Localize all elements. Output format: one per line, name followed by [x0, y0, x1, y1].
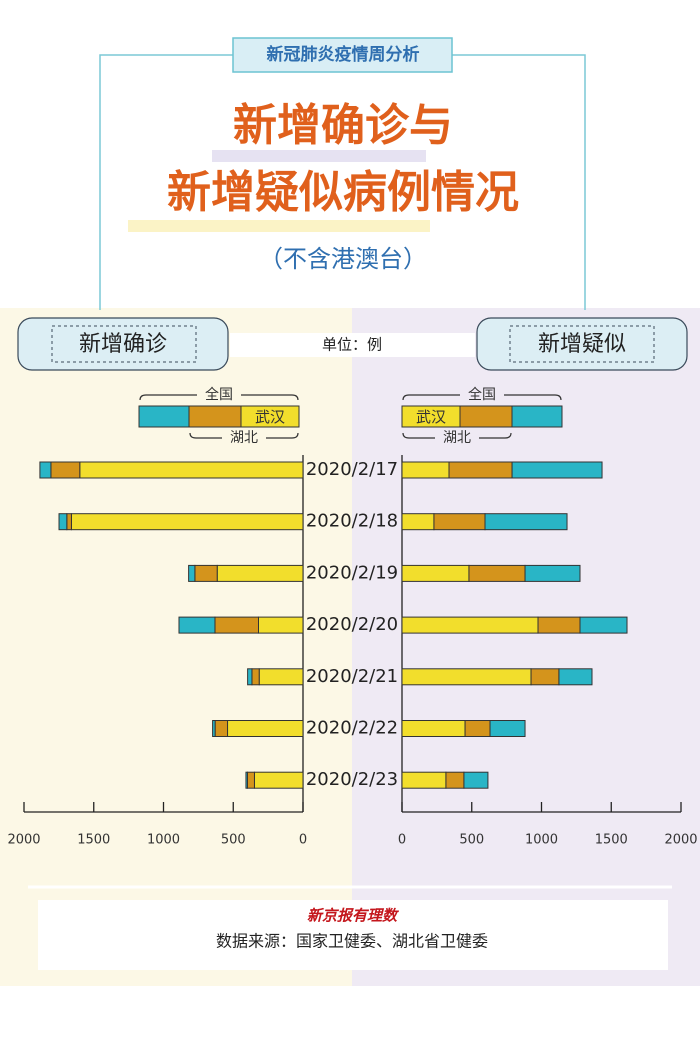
- bar-segment: [216, 564, 304, 582]
- category-label: 2020/2/18: [306, 511, 398, 532]
- bar-segment: [401, 720, 466, 737]
- x-tick-label: 0: [299, 833, 307, 848]
- chart-title-frame: [51, 325, 197, 363]
- category-label: 2020/2/21: [306, 666, 398, 687]
- category-label: 2020/2/17: [306, 459, 398, 480]
- bar-segment: [251, 668, 260, 686]
- bar-segment: [489, 720, 526, 737]
- legend-swatch: [459, 405, 513, 428]
- title: 新增确诊与: [233, 100, 453, 151]
- legend-bracket: [402, 432, 512, 439]
- bar-segment: [468, 564, 526, 582]
- bar-segment: [530, 668, 560, 686]
- legend-swatch: [511, 405, 563, 428]
- bar-segment: [70, 513, 304, 531]
- bar-segment: [445, 771, 465, 789]
- bar-segment: [463, 771, 489, 789]
- x-tick-label: 2000: [7, 833, 40, 848]
- bar-segment: [188, 564, 196, 582]
- category-label: 2020/2/20: [306, 614, 398, 635]
- legend-label: 武汉: [255, 408, 285, 426]
- tag: 新冠肺炎疫情周分析: [267, 44, 420, 65]
- bar-segment: [401, 461, 450, 479]
- x-tick-label: 500: [459, 833, 484, 848]
- legend-label: 湖北: [230, 430, 258, 446]
- chart-title-frame: [509, 325, 655, 363]
- unit-box: [230, 333, 475, 357]
- bar-segment: [484, 513, 568, 531]
- x-tick-label: 0: [398, 833, 406, 848]
- x-tick-label: 1500: [77, 833, 110, 848]
- bar-segment: [579, 616, 628, 634]
- subtitle: （不含港澳台）: [259, 245, 427, 273]
- footer-box: [38, 900, 668, 970]
- category-label: 2020/2/19: [306, 562, 398, 583]
- bar-segment: [511, 461, 603, 479]
- bar-segment: [50, 461, 81, 479]
- bar-segment: [401, 513, 435, 531]
- bar-segment: [558, 668, 593, 686]
- x-tick-label: 2000: [664, 833, 697, 848]
- bar-segment: [401, 668, 532, 686]
- legend-bracket: [402, 394, 562, 401]
- legend-label: 武汉: [416, 408, 446, 426]
- bar-segment: [39, 461, 52, 479]
- bar-segment: [401, 616, 539, 634]
- chart-title-box: [17, 317, 229, 371]
- unit: 单位：例: [322, 336, 382, 354]
- bar-segment: [214, 720, 229, 737]
- legend-bracket: [139, 394, 299, 401]
- bar-segment: [227, 720, 304, 737]
- x-tick-label: 500: [221, 833, 246, 848]
- bar-segment: [247, 668, 253, 686]
- bar-segment: [401, 564, 470, 582]
- legend-label: 全国: [205, 386, 233, 403]
- highlight: [128, 220, 430, 232]
- x-tick-label: 1500: [595, 833, 628, 848]
- bar-segment: [524, 564, 581, 582]
- highlight: [212, 150, 426, 162]
- title: 新增疑似病例情况: [167, 167, 519, 218]
- bar-segment: [178, 616, 216, 634]
- category-label: 2020/2/22: [306, 718, 398, 739]
- bar-segment: [194, 564, 218, 582]
- legend-swatch: [188, 405, 242, 428]
- bar-segment: [401, 771, 447, 789]
- bar-segment: [253, 771, 304, 789]
- bar-segment: [433, 513, 486, 531]
- bar-segment: [448, 461, 513, 479]
- bar-segment: [212, 720, 216, 737]
- source: 数据来源：国家卫健委、湖北省卫健委: [216, 932, 488, 951]
- bar-segment: [58, 513, 68, 531]
- bar-segment: [537, 616, 581, 634]
- chart-title-box: [476, 317, 688, 371]
- chart-title: 新增确诊: [79, 332, 167, 357]
- bar-segment: [245, 771, 248, 789]
- x-tick-label: 1000: [147, 833, 180, 848]
- bar-segment: [257, 616, 304, 634]
- bar-segment: [79, 461, 304, 479]
- category-label: 2020/2/23: [306, 769, 398, 790]
- logo: 新京报有理数: [307, 907, 400, 925]
- tag-box: [232, 37, 453, 73]
- bar-segment: [464, 720, 491, 737]
- legend-bracket: [189, 432, 299, 439]
- bar-segment: [246, 771, 255, 789]
- bar-segment: [214, 616, 259, 634]
- legend-swatch: [138, 405, 190, 428]
- x-tick-label: 1000: [525, 833, 558, 848]
- legend-label: 湖北: [443, 430, 471, 446]
- bar-segment: [66, 513, 72, 531]
- legend-label: 全国: [468, 386, 496, 403]
- chart-title: 新增疑似: [538, 332, 626, 357]
- bar-segment: [258, 668, 304, 686]
